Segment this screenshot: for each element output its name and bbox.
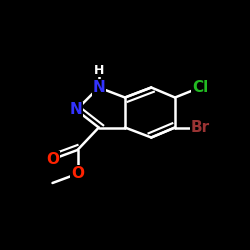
Text: Br: Br (190, 120, 210, 135)
Text: Cl: Cl (192, 80, 208, 95)
Text: O: O (46, 152, 59, 167)
Text: H: H (94, 64, 104, 76)
Text: N: N (92, 80, 105, 95)
Text: O: O (71, 166, 84, 181)
Text: N: N (70, 102, 82, 118)
